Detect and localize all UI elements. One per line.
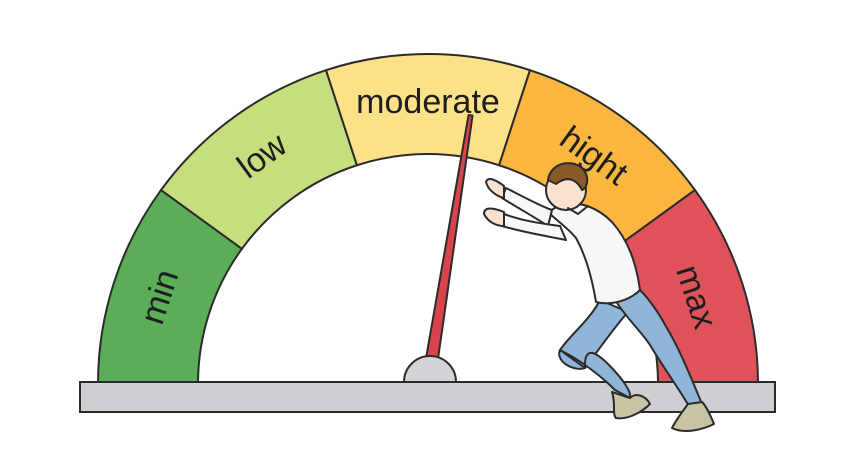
hand-top — [485, 178, 505, 199]
shirt — [547, 202, 641, 305]
collar — [567, 205, 589, 215]
needle-hub — [402, 355, 458, 383]
back-leg — [558, 299, 629, 370]
back-shoe-icon — [611, 391, 651, 420]
hair — [547, 162, 589, 191]
man-pushing-needle-icon — [483, 162, 715, 432]
back-shin — [559, 349, 632, 399]
gauge-base — [79, 381, 776, 413]
hand-bottom — [483, 207, 505, 227]
gauge-needle — [402, 114, 474, 383]
front-shoe-icon — [671, 401, 715, 432]
gauge-label-moderate: moderate — [356, 83, 500, 121]
